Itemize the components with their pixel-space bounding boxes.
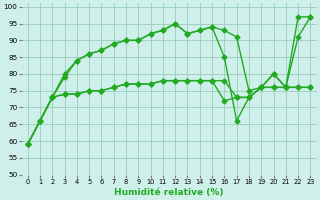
X-axis label: Humidité relative (%): Humidité relative (%) — [114, 188, 224, 197]
